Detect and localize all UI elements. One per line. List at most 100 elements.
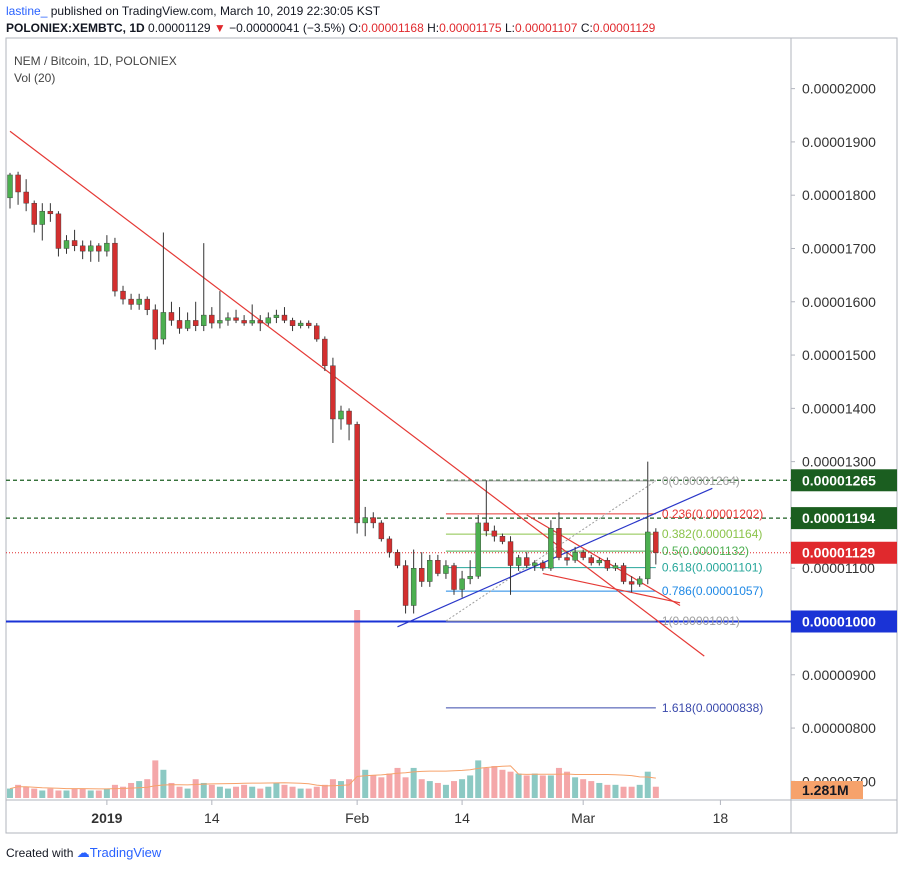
candle-body [47,210,54,215]
volume-bar [144,779,151,798]
candle-body [96,245,102,252]
low-value: 0.00001107 [514,21,578,35]
y-tick-label: 0.00001700 [802,240,876,256]
candle-body [55,213,62,249]
fib-label-0.236: 0.236(0.00001202) [662,507,763,521]
candle-body [265,317,272,324]
candle-body [394,552,401,566]
x-tick-label: 14 [454,810,470,826]
fib-label-1.618: 1.618(0.00000838) [662,701,763,715]
candle-body [443,565,449,574]
volume-bar [103,788,110,798]
fib-label-0: 0(0.00001264) [662,474,740,488]
volume-bar [55,790,62,798]
volume-bar [620,786,627,798]
volume-bar [426,781,433,798]
author-link[interactable]: lastine_ [6,4,48,18]
x-tick-label: Mar [571,810,595,826]
trend-lines[interactable] [9,130,713,657]
volume-bar [168,782,175,798]
created-with-text: Created with [6,846,74,860]
close-value: 0.00001129 [592,21,656,35]
candle-body [39,210,45,225]
volume-bar [628,786,635,798]
down-arrow-icon: ▼ [213,21,226,35]
candle-body [88,245,94,252]
y-tick-label: 0.00001100 [802,560,875,576]
candle-body [653,531,659,553]
candles [7,171,659,614]
volume-bar [604,784,611,798]
volume-bar [515,773,522,798]
volume-bar [346,779,353,798]
candle-body [548,528,554,569]
volume-bar [418,779,425,798]
candle-body [176,320,183,329]
volume-bar [87,790,94,798]
y-tick-label: 0.00001500 [802,347,876,363]
volume-bar [297,788,304,798]
candle-body [168,312,175,321]
volume-bar [176,786,183,798]
volume-bar [15,784,22,798]
volume-bar [329,779,336,798]
candle-body [620,565,627,582]
volume-tag: 1.281M [802,782,849,798]
volume-bar [47,788,54,798]
volume-bar [572,777,579,798]
fib-label-1: 1(0.00001001) [662,614,740,628]
y-tick-label: 0.00000900 [802,667,876,683]
volume-bar [233,786,240,798]
legend-title: NEM / Bitcoin, 1D, POLONIEX [14,54,177,68]
volume-tag-bg [791,781,863,799]
high-label: H: [427,21,440,35]
volume-bar [467,775,474,798]
candle-body [305,322,312,326]
volume-bar [547,775,554,798]
close-label: C: [580,21,593,35]
fib-label-0.618: 0.618(0.00001101) [662,561,763,575]
volume-bar [362,769,369,798]
ohlc-bar: POLONIEX:XEMBTC, 1D 0.00001129 ▼ −0.0000… [6,21,655,35]
candle-body [564,557,570,561]
fibonacci-retracement[interactable]: 0(0.00001264) 0.236(0.00001202) 0.382(0.00… [445,474,763,715]
volume-bar [386,773,393,798]
candle-body [370,517,376,524]
candle-body [419,568,425,582]
candle-body [112,242,118,292]
candle-body [507,541,514,566]
volume-bar [434,782,441,798]
volume-bar [39,790,46,798]
candle-body [120,290,126,300]
candle-body [249,320,255,324]
volume-bar [507,771,514,798]
current-price-tag: 0.00001129 [802,545,875,561]
candle-body [636,578,643,585]
time-axis: 2019 14 Feb 14 Mar 18 [91,800,728,826]
candle-body [23,191,29,204]
symbol-label: POLONIEX:XEMBTC, 1D [6,21,145,35]
downtrend-line-main [9,130,705,657]
tradingview-brand[interactable]: TradingView [89,845,162,860]
volume-bar [337,781,344,798]
volume-bar [120,786,127,798]
volume-bar [160,769,167,798]
volume-bar [241,784,248,798]
volume-bar [580,779,587,798]
volume-bar [23,786,30,798]
volume-bar [63,790,70,798]
volume-bar [652,786,659,798]
volume-bar [491,766,498,798]
volume-bar [79,788,86,798]
y-tick-label: 0.00002000 [802,81,876,97]
volume-bar [483,767,490,798]
candle-body [491,530,498,537]
volume-bar [410,767,417,798]
published-text: published on TradingView.com, March 10, … [50,4,381,18]
candle-body [297,322,304,326]
volume-bar [265,786,272,798]
candle-body [257,320,263,324]
fib-label-0.5: 0.5(0.00001132) [662,544,749,558]
volume-bar [200,782,207,798]
